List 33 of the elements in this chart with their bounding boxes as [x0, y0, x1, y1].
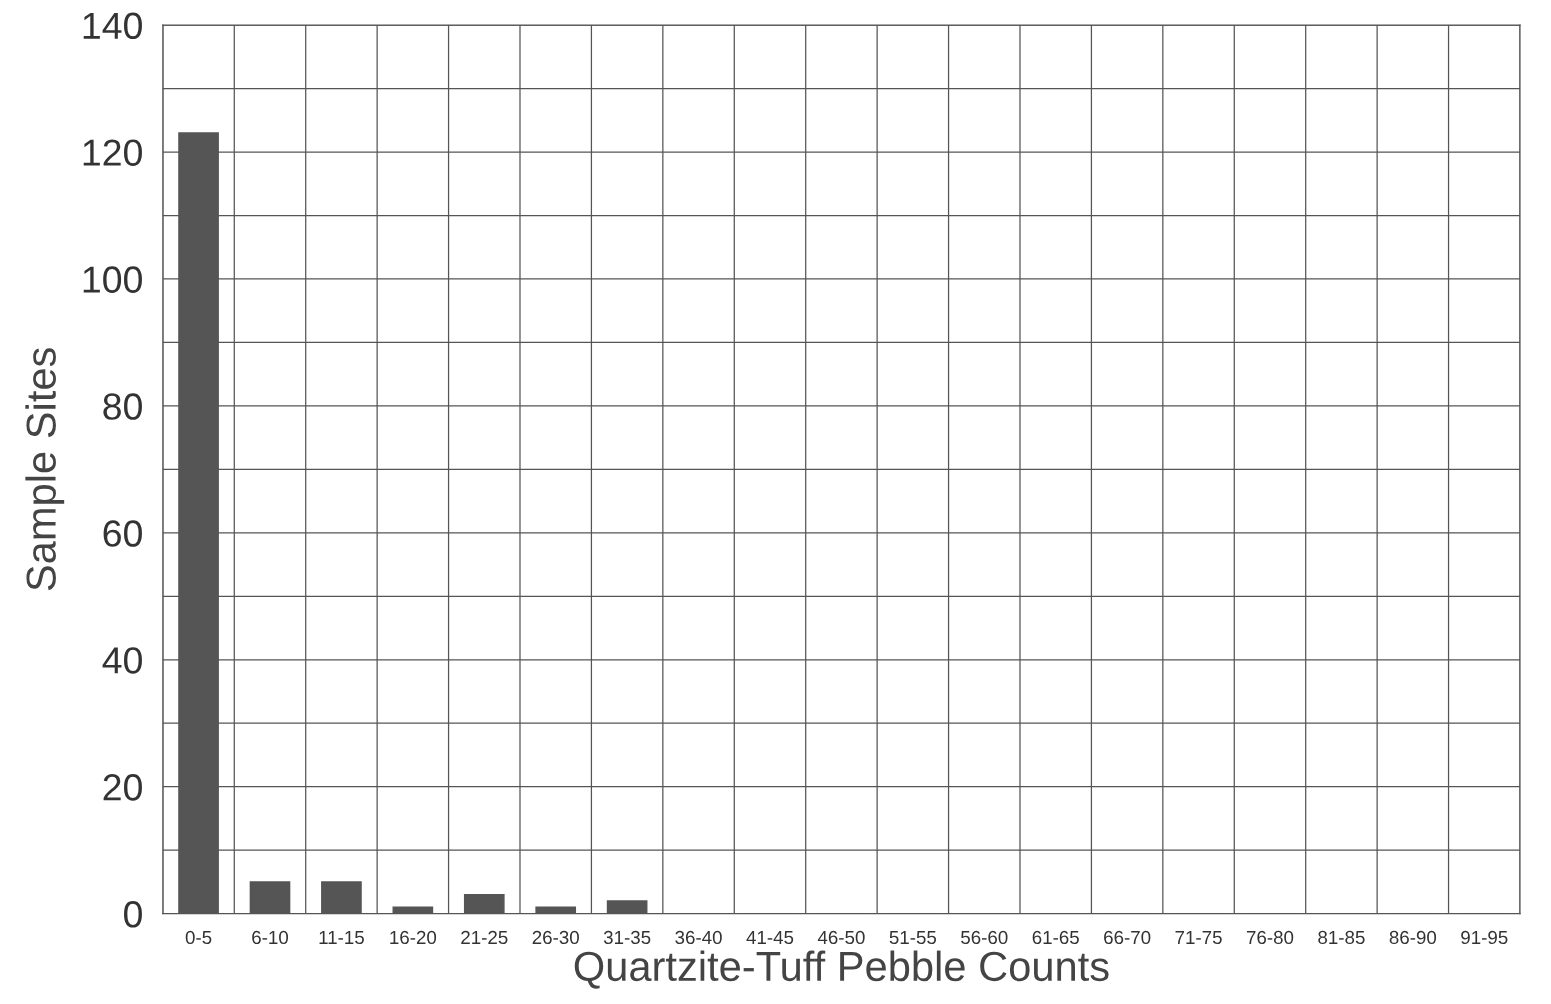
x-tick-label: 51-55 — [889, 931, 937, 945]
x-tick-label: 86-90 — [1389, 930, 1437, 945]
x-tick-label: 46-50 — [817, 930, 865, 945]
bar — [321, 881, 362, 914]
y-tick-label: 120 — [83, 139, 142, 166]
x-tick-label: 71-75 — [1175, 931, 1222, 945]
x-tick-label: 0-5 — [185, 930, 212, 945]
bar — [606, 900, 648, 914]
x-axis-title: Quartzite-Tuff Pebble Counts — [574, 950, 1109, 989]
y-tick-label: 0 — [124, 901, 142, 928]
x-tick-label: 16-20 — [390, 930, 437, 945]
bar — [249, 881, 291, 914]
y-tick-label: 140 — [83, 12, 142, 40]
x-tick-label: 91-95 — [1461, 930, 1508, 945]
x-tick-label: 11-15 — [319, 931, 364, 945]
x-tick-label: 81-85 — [1318, 930, 1365, 945]
x-tick-label: 66-70 — [1104, 930, 1151, 945]
x-tick-label: 26-30 — [532, 930, 579, 945]
x-tick-label: 6-10 — [252, 930, 289, 945]
y-tick-label: 60 — [103, 520, 142, 547]
x-tick-label: 36-40 — [675, 930, 722, 945]
x-tick-label: 76-80 — [1246, 930, 1294, 945]
y-axis-title: Sample Sites — [25, 348, 65, 591]
y-tick-label: 20 — [103, 774, 142, 801]
y-tick-label: 80 — [103, 393, 142, 420]
x-tick-label: 31-35 — [603, 930, 651, 945]
x-tick-label: 21-25 — [461, 930, 508, 945]
x-tick-label: 41-45 — [746, 931, 794, 945]
y-tick-label: 100 — [83, 266, 142, 293]
y-tick-label: 40 — [102, 647, 142, 674]
x-tick-label: 56-60 — [961, 930, 1008, 945]
bar — [463, 893, 505, 914]
x-tick-label: 61-65 — [1032, 930, 1079, 945]
